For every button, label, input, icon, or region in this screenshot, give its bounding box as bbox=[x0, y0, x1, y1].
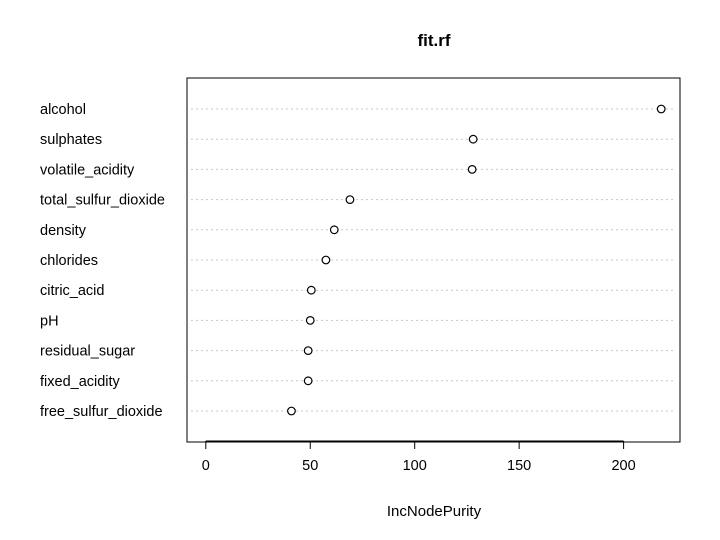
category-label: residual_sugar bbox=[40, 344, 135, 360]
data-point bbox=[305, 316, 315, 325]
data-point bbox=[287, 406, 296, 416]
x-tick-label: 200 bbox=[611, 458, 635, 474]
data-point bbox=[656, 104, 666, 114]
category-label: volatile_acidity bbox=[40, 162, 135, 178]
category-label: free_sulfur_dioxide bbox=[40, 404, 163, 420]
data-point bbox=[306, 285, 316, 295]
guide-lines bbox=[191, 108, 676, 412]
data-point bbox=[303, 376, 313, 386]
category-label: total_sulfur_dioxide bbox=[40, 193, 165, 209]
x-axis-label: IncNodePurity bbox=[387, 503, 482, 520]
x-axis: 0 50 100 150 200 bbox=[202, 440, 636, 474]
chart-title: fit.rf bbox=[417, 31, 450, 50]
category-label: density bbox=[40, 223, 87, 239]
data-point bbox=[468, 134, 478, 144]
data-point bbox=[329, 225, 339, 235]
x-tick-label: 50 bbox=[302, 458, 318, 474]
category-label: citric_acid bbox=[40, 283, 104, 299]
data-point bbox=[467, 164, 477, 174]
data-point bbox=[345, 195, 355, 205]
plot-frame bbox=[186, 77, 681, 443]
x-tick-label: 150 bbox=[507, 458, 531, 474]
category-label: pH bbox=[40, 313, 59, 329]
data-points bbox=[287, 104, 666, 416]
data-point bbox=[321, 255, 331, 265]
category-label: alcohol bbox=[40, 102, 86, 118]
x-tick-label: 0 bbox=[202, 458, 210, 474]
data-point bbox=[303, 346, 313, 356]
category-label: chlorides bbox=[40, 253, 98, 269]
category-label: fixed_acidity bbox=[40, 374, 121, 390]
category-label: sulphates bbox=[40, 132, 102, 148]
x-tick-label: 100 bbox=[403, 458, 427, 474]
category-labels: alcohol sulphates volatile_acidity total_su… bbox=[40, 102, 165, 420]
